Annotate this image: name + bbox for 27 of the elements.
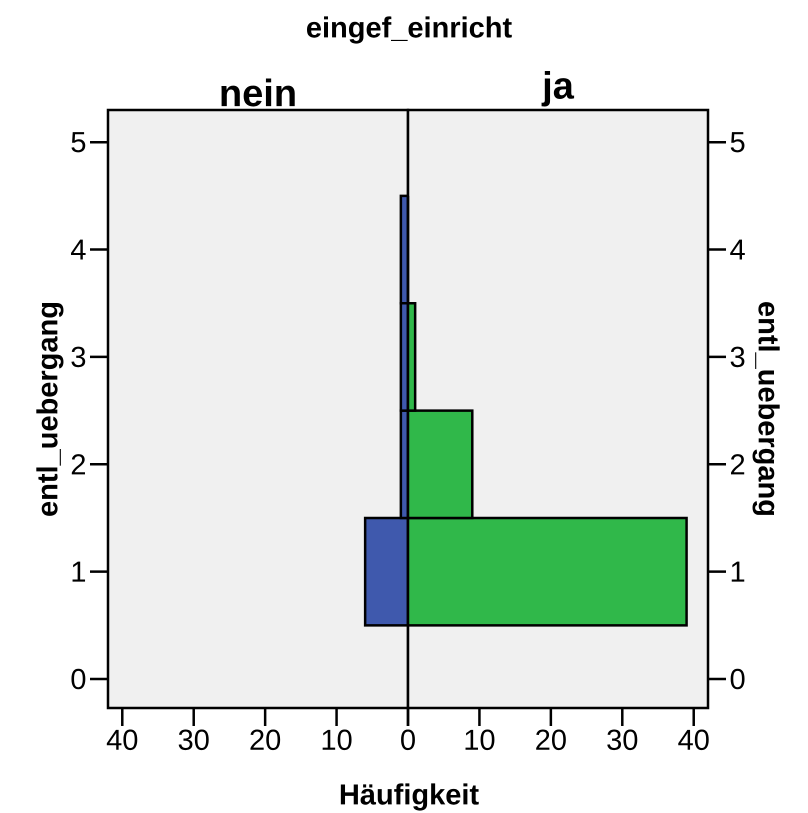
- x-tick-label: 30: [178, 730, 209, 750]
- x-tick-label: 10: [322, 730, 352, 750]
- y-axis-title: entl_uebergang: [36, 302, 64, 516]
- y-tick-label: 2: [72, 454, 85, 474]
- y-tick-label: 4: [730, 240, 745, 260]
- x-tick-label: 10: [466, 730, 494, 750]
- y-tick-label: 4: [70, 240, 86, 260]
- chart-title: eingef_einricht: [307, 16, 512, 44]
- y-tick-label: 2: [731, 454, 744, 474]
- y-tick-label: 1: [72, 562, 86, 582]
- x-tick-label: 20: [250, 730, 280, 750]
- y-tick-label: 5: [71, 132, 86, 152]
- x-tick-label: 0: [401, 730, 415, 750]
- y-tick-label: 1: [732, 562, 744, 582]
- x-tick-label: 40: [678, 730, 709, 750]
- x-tick-label: 40: [106, 730, 138, 750]
- x-axis-title: Häufigkeit: [340, 783, 479, 811]
- y-tick-label: 5: [730, 132, 744, 152]
- y-tick-label: 0: [71, 668, 86, 690]
- chart-subtitle: nein: [221, 78, 295, 106]
- x-tick-label: 30: [607, 730, 638, 750]
- y-axis-title: entl_uebergang: [752, 302, 780, 516]
- y-tick-label: 3: [730, 346, 744, 368]
- x-tick-label: 20: [536, 730, 566, 750]
- y-tick-label: 3: [71, 346, 86, 368]
- y-tick-label: 0: [730, 668, 745, 690]
- chart-subtitle: ja: [542, 71, 574, 106]
